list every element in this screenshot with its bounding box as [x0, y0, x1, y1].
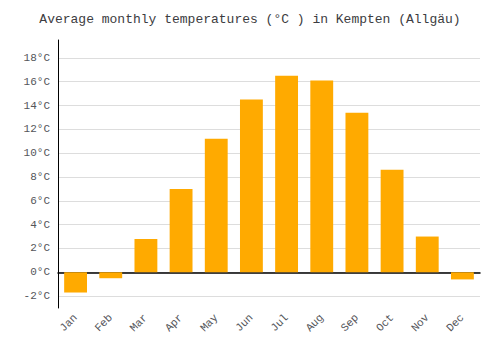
svg-text:10°C: 10°C [24, 147, 51, 159]
svg-text:Jul: Jul [268, 312, 290, 334]
svg-text:6°C: 6°C [30, 195, 50, 207]
svg-text:Apr: Apr [163, 312, 185, 334]
svg-text:Oct: Oct [374, 312, 396, 334]
svg-text:May: May [198, 311, 221, 334]
svg-text:Aug: Aug [304, 312, 326, 334]
svg-text:Sep: Sep [339, 312, 361, 334]
svg-text:Average monthly temperatures (: Average monthly temperatures (°C ) in Ke… [39, 12, 460, 27]
svg-text:4°C: 4°C [30, 219, 50, 231]
svg-text:Jan: Jan [57, 312, 79, 334]
svg-text:2°C: 2°C [30, 242, 50, 254]
svg-text:0°C: 0°C [30, 266, 50, 278]
svg-text:8°C: 8°C [30, 171, 50, 183]
svg-text:14°C: 14°C [24, 100, 51, 112]
svg-text:Dec: Dec [444, 312, 466, 334]
svg-text:Nov: Nov [409, 311, 432, 334]
svg-text:12°C: 12°C [24, 123, 51, 135]
svg-text:16°C: 16°C [24, 76, 51, 88]
svg-text:-2°C: -2°C [24, 290, 51, 302]
svg-text:Jun: Jun [233, 312, 255, 334]
svg-text:Feb: Feb [93, 312, 115, 334]
svg-text:Mar: Mar [128, 312, 150, 334]
svg-text:18°C: 18°C [24, 52, 51, 64]
